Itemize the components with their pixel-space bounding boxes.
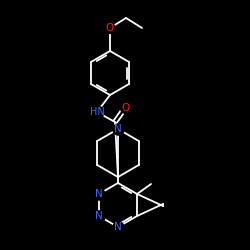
- Text: HN: HN: [90, 107, 104, 117]
- Text: N: N: [114, 222, 122, 232]
- Text: O: O: [121, 103, 129, 113]
- Text: O: O: [106, 23, 114, 33]
- Text: N: N: [95, 211, 103, 221]
- Text: N: N: [114, 124, 122, 134]
- Text: N: N: [95, 189, 103, 199]
